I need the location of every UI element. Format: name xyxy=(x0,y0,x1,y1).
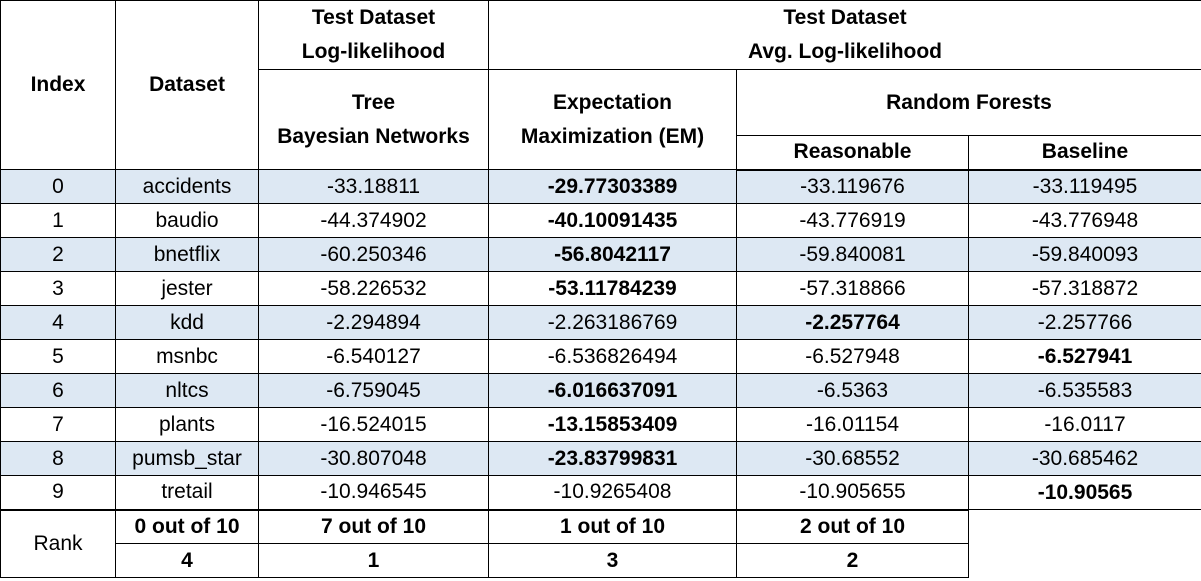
cell-reasonable: -6.5363 xyxy=(736,373,969,408)
table-row: 2 bnetflix -60.250346 -56.8042117 -59.840081… xyxy=(0,237,1201,272)
header-tree-line2: Bayesian Networks xyxy=(277,124,470,148)
header-random-forests: Random Forests xyxy=(736,69,1201,136)
cell-index: 8 xyxy=(0,441,116,476)
cell-reasonable: -16.01154 xyxy=(736,407,969,442)
header-em-line2: Maximization (EM) xyxy=(520,124,705,148)
rank-label: Rank xyxy=(0,508,116,578)
cell-index: 3 xyxy=(0,271,116,306)
header-rf-baseline: Baseline xyxy=(968,135,1201,171)
cell-tree: -2.294894 xyxy=(258,305,489,340)
cell-em: -2.263186769 xyxy=(488,305,737,340)
table-row: 0 accidents -33.18811 -29.77303389 -33.11967… xyxy=(0,169,1201,204)
cell-baseline: -2.257766 xyxy=(968,305,1201,340)
cell-index: 9 xyxy=(0,475,116,510)
cell-tree: -33.18811 xyxy=(258,169,489,204)
cell-baseline: -59.840093 xyxy=(968,237,1201,272)
header-avg-line2: Avg. Log-likelihood xyxy=(747,40,943,63)
cell-tree: -10.946545 xyxy=(258,475,489,510)
rank-wins-reasonable: 1 out of 10 xyxy=(488,508,737,544)
cell-em: -6.536826494 xyxy=(488,339,737,374)
cell-em: -6.016637091 xyxy=(488,373,737,408)
cell-baseline: -10.90565 xyxy=(968,475,1201,510)
cell-baseline: -6.535583 xyxy=(968,373,1201,408)
cell-reasonable: -6.527948 xyxy=(736,339,969,374)
header-tree-line1: Tree xyxy=(351,90,396,114)
cell-index: 7 xyxy=(0,407,116,442)
rank-position-baseline: 2 xyxy=(736,543,969,578)
cell-reasonable: -10.905655 xyxy=(736,475,969,510)
cell-em: -56.8042117 xyxy=(488,237,737,272)
rank-position-reasonable: 3 xyxy=(488,543,737,578)
rank-wins-tree: 0 out of 10 xyxy=(115,508,259,544)
table-row: 3 jester -58.226532 -53.11784239 -57.318866-… xyxy=(0,271,1201,306)
cell-tree: -6.759045 xyxy=(258,373,489,408)
cell-dataset: pumsb_star xyxy=(115,441,259,476)
cell-em: -40.10091435 xyxy=(488,203,737,238)
cell-index: 0 xyxy=(0,169,116,204)
cell-baseline: -57.318872 xyxy=(968,271,1201,306)
cell-reasonable: -43.776919 xyxy=(736,203,969,238)
header-dataset: Dataset xyxy=(115,0,259,170)
cell-em: -13.15853409 xyxy=(488,407,737,442)
cell-em: -53.11784239 xyxy=(488,271,737,306)
cell-reasonable: -30.68552 xyxy=(736,441,969,476)
rank-wins-em: 7 out of 10 xyxy=(258,508,489,544)
header-avg-group: Test Dataset Avg. Log-likelihood xyxy=(488,0,1201,70)
cell-tree: -58.226532 xyxy=(258,271,489,306)
table-body: 0 accidents -33.18811 -29.77303389 -33.11967… xyxy=(0,169,1201,510)
table-row: 6 nltcs -6.759045 -6.016637091 -6.5363 -6.535… xyxy=(0,373,1201,408)
cell-index: 6 xyxy=(0,373,116,408)
cell-index: 1 xyxy=(0,203,116,238)
cell-index: 4 xyxy=(0,305,116,340)
header-em-line1: Expectation xyxy=(552,90,673,114)
cell-dataset: tretail xyxy=(115,475,259,510)
cell-tree: -44.374902 xyxy=(258,203,489,238)
cell-dataset: bnetflix xyxy=(115,237,259,272)
cell-reasonable: -33.119676 xyxy=(736,169,969,204)
header-loglik-group: Test Dataset Log-likelihood xyxy=(258,0,489,70)
cell-em: -29.77303389 xyxy=(488,169,737,204)
header-avg-line1: Test Dataset xyxy=(783,6,907,29)
rank-wins-baseline: 2 out of 10 xyxy=(736,508,969,544)
cell-index: 2 xyxy=(0,237,116,272)
table-row: 5 msnbc -6.540127 -6.536826494 -6.527948 -6.5… xyxy=(0,339,1201,374)
header-index: Index xyxy=(0,0,116,170)
header-em: Expectation Maximization (EM) xyxy=(488,69,737,170)
cell-reasonable: -59.840081 xyxy=(736,237,969,272)
cell-dataset: plants xyxy=(115,407,259,442)
header-loglik-line2: Log-likelihood xyxy=(301,40,446,63)
table-row: 1 baudio -44.374902 -40.10091435 -43.776919-… xyxy=(0,203,1201,238)
cell-baseline: -30.685462 xyxy=(968,441,1201,476)
cell-tree: -60.250346 xyxy=(258,237,489,272)
cell-baseline: -16.0117 xyxy=(968,407,1201,442)
header-loglik-line1: Test Dataset xyxy=(311,6,436,29)
cell-em: -10.9265408 xyxy=(488,475,737,510)
cell-dataset: msnbc xyxy=(115,339,259,374)
cell-dataset: kdd xyxy=(115,305,259,340)
cell-dataset: accidents xyxy=(115,169,259,204)
cell-reasonable: -2.257764 xyxy=(736,305,969,340)
table-row: 8 pumsb_star -30.807048 -23.83799831 -30.685… xyxy=(0,441,1201,476)
cell-baseline: -43.776948 xyxy=(968,203,1201,238)
cell-reasonable: -57.318866 xyxy=(736,271,969,306)
cell-dataset: baudio xyxy=(115,203,259,238)
cell-tree: -6.540127 xyxy=(258,339,489,374)
cell-baseline: -33.119495 xyxy=(968,169,1201,204)
cell-em: -23.83799831 xyxy=(488,441,737,476)
table-row: 4 kdd -2.294894 -2.263186769 -2.257764 -2.257… xyxy=(0,305,1201,340)
rank-position-tree: 4 xyxy=(115,543,259,578)
header-rf-reasonable: Reasonable xyxy=(736,135,969,171)
table-row: 7 plants -16.524015 -13.15853409 -16.01154 -1… xyxy=(0,407,1201,442)
cell-dataset: nltcs xyxy=(115,373,259,408)
cell-tree: -30.807048 xyxy=(258,441,489,476)
header-tree: Tree Bayesian Networks xyxy=(258,69,489,170)
cell-tree: -16.524015 xyxy=(258,407,489,442)
table-row: 9 tretail -10.946545 -10.9265408 -10.905655-… xyxy=(0,475,1201,510)
rank-position-em: 1 xyxy=(258,543,489,578)
cell-baseline: -6.527941 xyxy=(968,339,1201,374)
cell-index: 5 xyxy=(0,339,116,374)
cell-dataset: jester xyxy=(115,271,259,306)
